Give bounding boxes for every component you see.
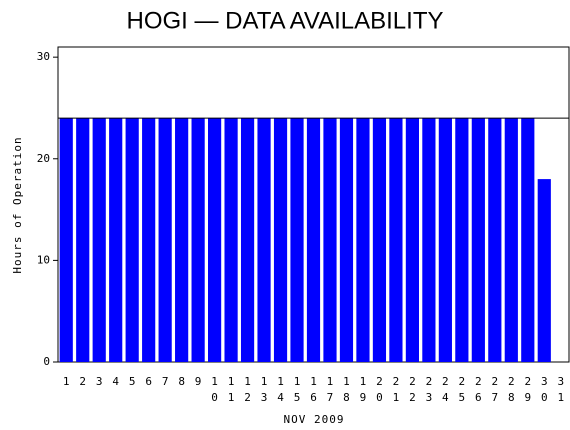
bar	[125, 118, 139, 363]
bar	[59, 118, 73, 363]
chart-title: HOGI — DATA AVAILABILITY	[127, 7, 444, 34]
x-tick-label: 1	[63, 375, 70, 388]
bar	[306, 118, 321, 363]
bar	[356, 118, 370, 363]
x-tick-label: 4	[112, 375, 119, 388]
bar	[438, 118, 452, 363]
x-tick-label: 8	[178, 375, 185, 388]
bar	[471, 118, 485, 363]
bar	[191, 118, 205, 363]
bar	[224, 118, 238, 363]
y-tick-label: 20	[37, 152, 50, 165]
bar	[290, 118, 304, 363]
bar	[240, 118, 255, 363]
bar	[208, 118, 222, 363]
y-tick-label: 0	[43, 355, 50, 368]
bar	[273, 118, 288, 363]
bar	[422, 118, 436, 363]
bar	[323, 118, 337, 363]
x-tick-label: 2	[79, 375, 86, 388]
bar	[488, 118, 502, 363]
bar	[504, 118, 518, 363]
bar	[175, 118, 189, 363]
bar	[142, 118, 156, 363]
bar	[92, 118, 106, 363]
bar	[158, 118, 172, 363]
bar	[109, 118, 123, 363]
x-tick-label: 7	[162, 375, 169, 388]
bar	[389, 118, 403, 363]
bar	[455, 118, 469, 363]
x-tick-label: 9	[195, 375, 202, 388]
x-tick-label: 5	[129, 375, 136, 388]
y-axis-label: Hours of Operation	[11, 136, 24, 273]
x-axis-label: NOV 2009	[284, 413, 345, 426]
y-tick-label: 30	[37, 50, 50, 63]
bar	[76, 118, 90, 363]
bar	[339, 118, 354, 363]
x-tick-label: 3	[96, 375, 103, 388]
bar	[521, 118, 535, 363]
bar	[257, 118, 271, 363]
x-tick-label: 6	[145, 375, 152, 388]
bar	[372, 118, 387, 363]
y-tick-label: 10	[37, 253, 50, 266]
bar	[537, 179, 551, 362]
bar	[405, 118, 419, 363]
